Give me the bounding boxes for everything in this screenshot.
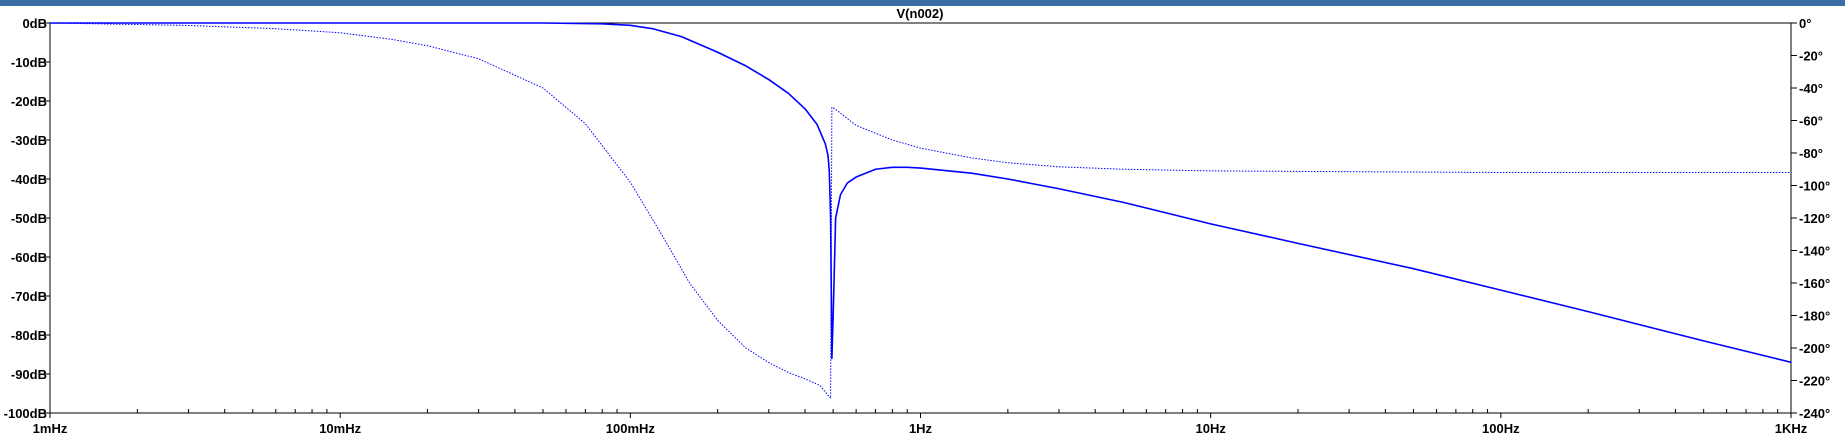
x-tick-label: 100Hz [1482,421,1520,436]
y-right-tick-label: 0° [1799,16,1811,31]
y-right-tick-label: -40° [1799,81,1823,96]
y-right-tick-label: -100° [1799,179,1830,194]
x-tick-label: 100mHz [606,421,656,436]
y-right-tick-label: -220° [1799,374,1830,389]
y-right-tick-label: -200° [1799,341,1830,356]
y-right-tick-label: -20° [1799,49,1823,64]
x-tick-label: 10mHz [319,421,361,436]
y-left-tick-label: -80dB [11,328,47,343]
x-tick-label: 1KHz [1775,421,1808,436]
y-right-tick-label: -180° [1799,309,1830,324]
window-title-bar [0,0,1845,6]
x-tick-label: 1Hz [909,421,933,436]
y-right-tick-label: -140° [1799,244,1830,259]
y-left-tick-label: -70dB [11,289,47,304]
y-left-tick-label: -100dB [4,406,47,421]
y-right-tick-label: -160° [1799,276,1830,291]
y-right-tick-label: -240° [1799,406,1830,421]
y-left-tick-label: -40dB [11,172,47,187]
magnitude-trace[interactable] [50,22,1792,364]
y-right-tick-label: -80° [1799,146,1823,161]
plot-frame [49,22,1792,414]
y-left-tick-label: -90dB [11,367,47,382]
y-right-tick-label: -120° [1799,211,1830,226]
x-tick-label: 1mHz [33,421,68,436]
y-left-tick-label: -60dB [11,250,47,265]
y-left-tick-label: -30dB [11,133,47,148]
y-left-tick-label: -20dB [11,94,47,109]
x-tick-label: 10Hz [1195,421,1226,436]
y-right-tick-label: -60° [1799,114,1823,129]
phase-trace[interactable] [49,22,1791,399]
trace-title[interactable]: V(n002) [897,6,944,21]
y-left-tick-label: -10dB [11,55,47,70]
y-left-tick-label: 0dB [22,16,47,31]
y-left-tick-label: -50dB [11,211,47,226]
